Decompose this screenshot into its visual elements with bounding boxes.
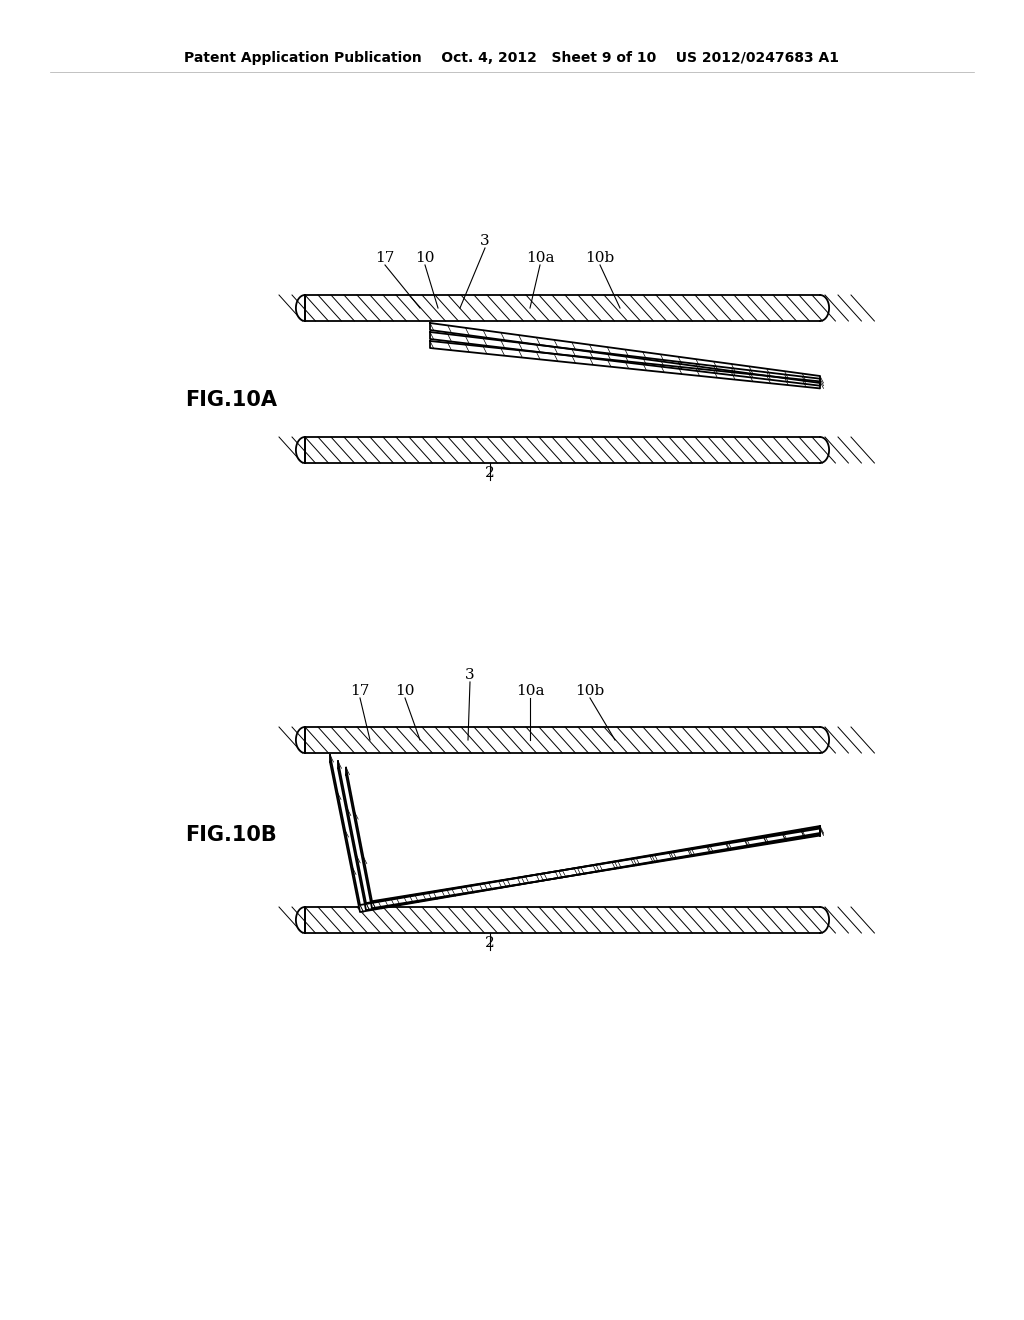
Polygon shape — [346, 768, 372, 908]
Polygon shape — [372, 829, 820, 908]
Text: 10b: 10b — [575, 684, 604, 698]
Bar — [305, 727, 820, 752]
Text: 2: 2 — [485, 936, 495, 950]
Polygon shape — [430, 341, 820, 388]
Text: 10a: 10a — [516, 684, 544, 698]
Text: Patent Application Publication    Oct. 4, 2012   Sheet 9 of 10    US 2012/024768: Patent Application Publication Oct. 4, 2… — [184, 51, 840, 65]
Bar — [305, 437, 820, 463]
Text: 17: 17 — [350, 684, 370, 698]
Text: 3: 3 — [465, 668, 475, 682]
Text: 10a: 10a — [525, 251, 554, 265]
Polygon shape — [338, 762, 366, 909]
Text: FIG.10B: FIG.10B — [185, 825, 276, 845]
Bar — [305, 294, 820, 321]
Text: 17: 17 — [376, 251, 394, 265]
Text: 2: 2 — [485, 466, 495, 480]
Polygon shape — [360, 826, 820, 912]
Polygon shape — [366, 828, 820, 909]
Polygon shape — [430, 323, 820, 383]
Text: 3: 3 — [480, 234, 489, 248]
Polygon shape — [330, 755, 360, 912]
Bar — [305, 907, 820, 933]
Text: FIG.10A: FIG.10A — [185, 389, 278, 411]
Text: 10: 10 — [416, 251, 435, 265]
Polygon shape — [430, 333, 820, 385]
Text: 10: 10 — [395, 684, 415, 698]
Text: 10b: 10b — [586, 251, 614, 265]
